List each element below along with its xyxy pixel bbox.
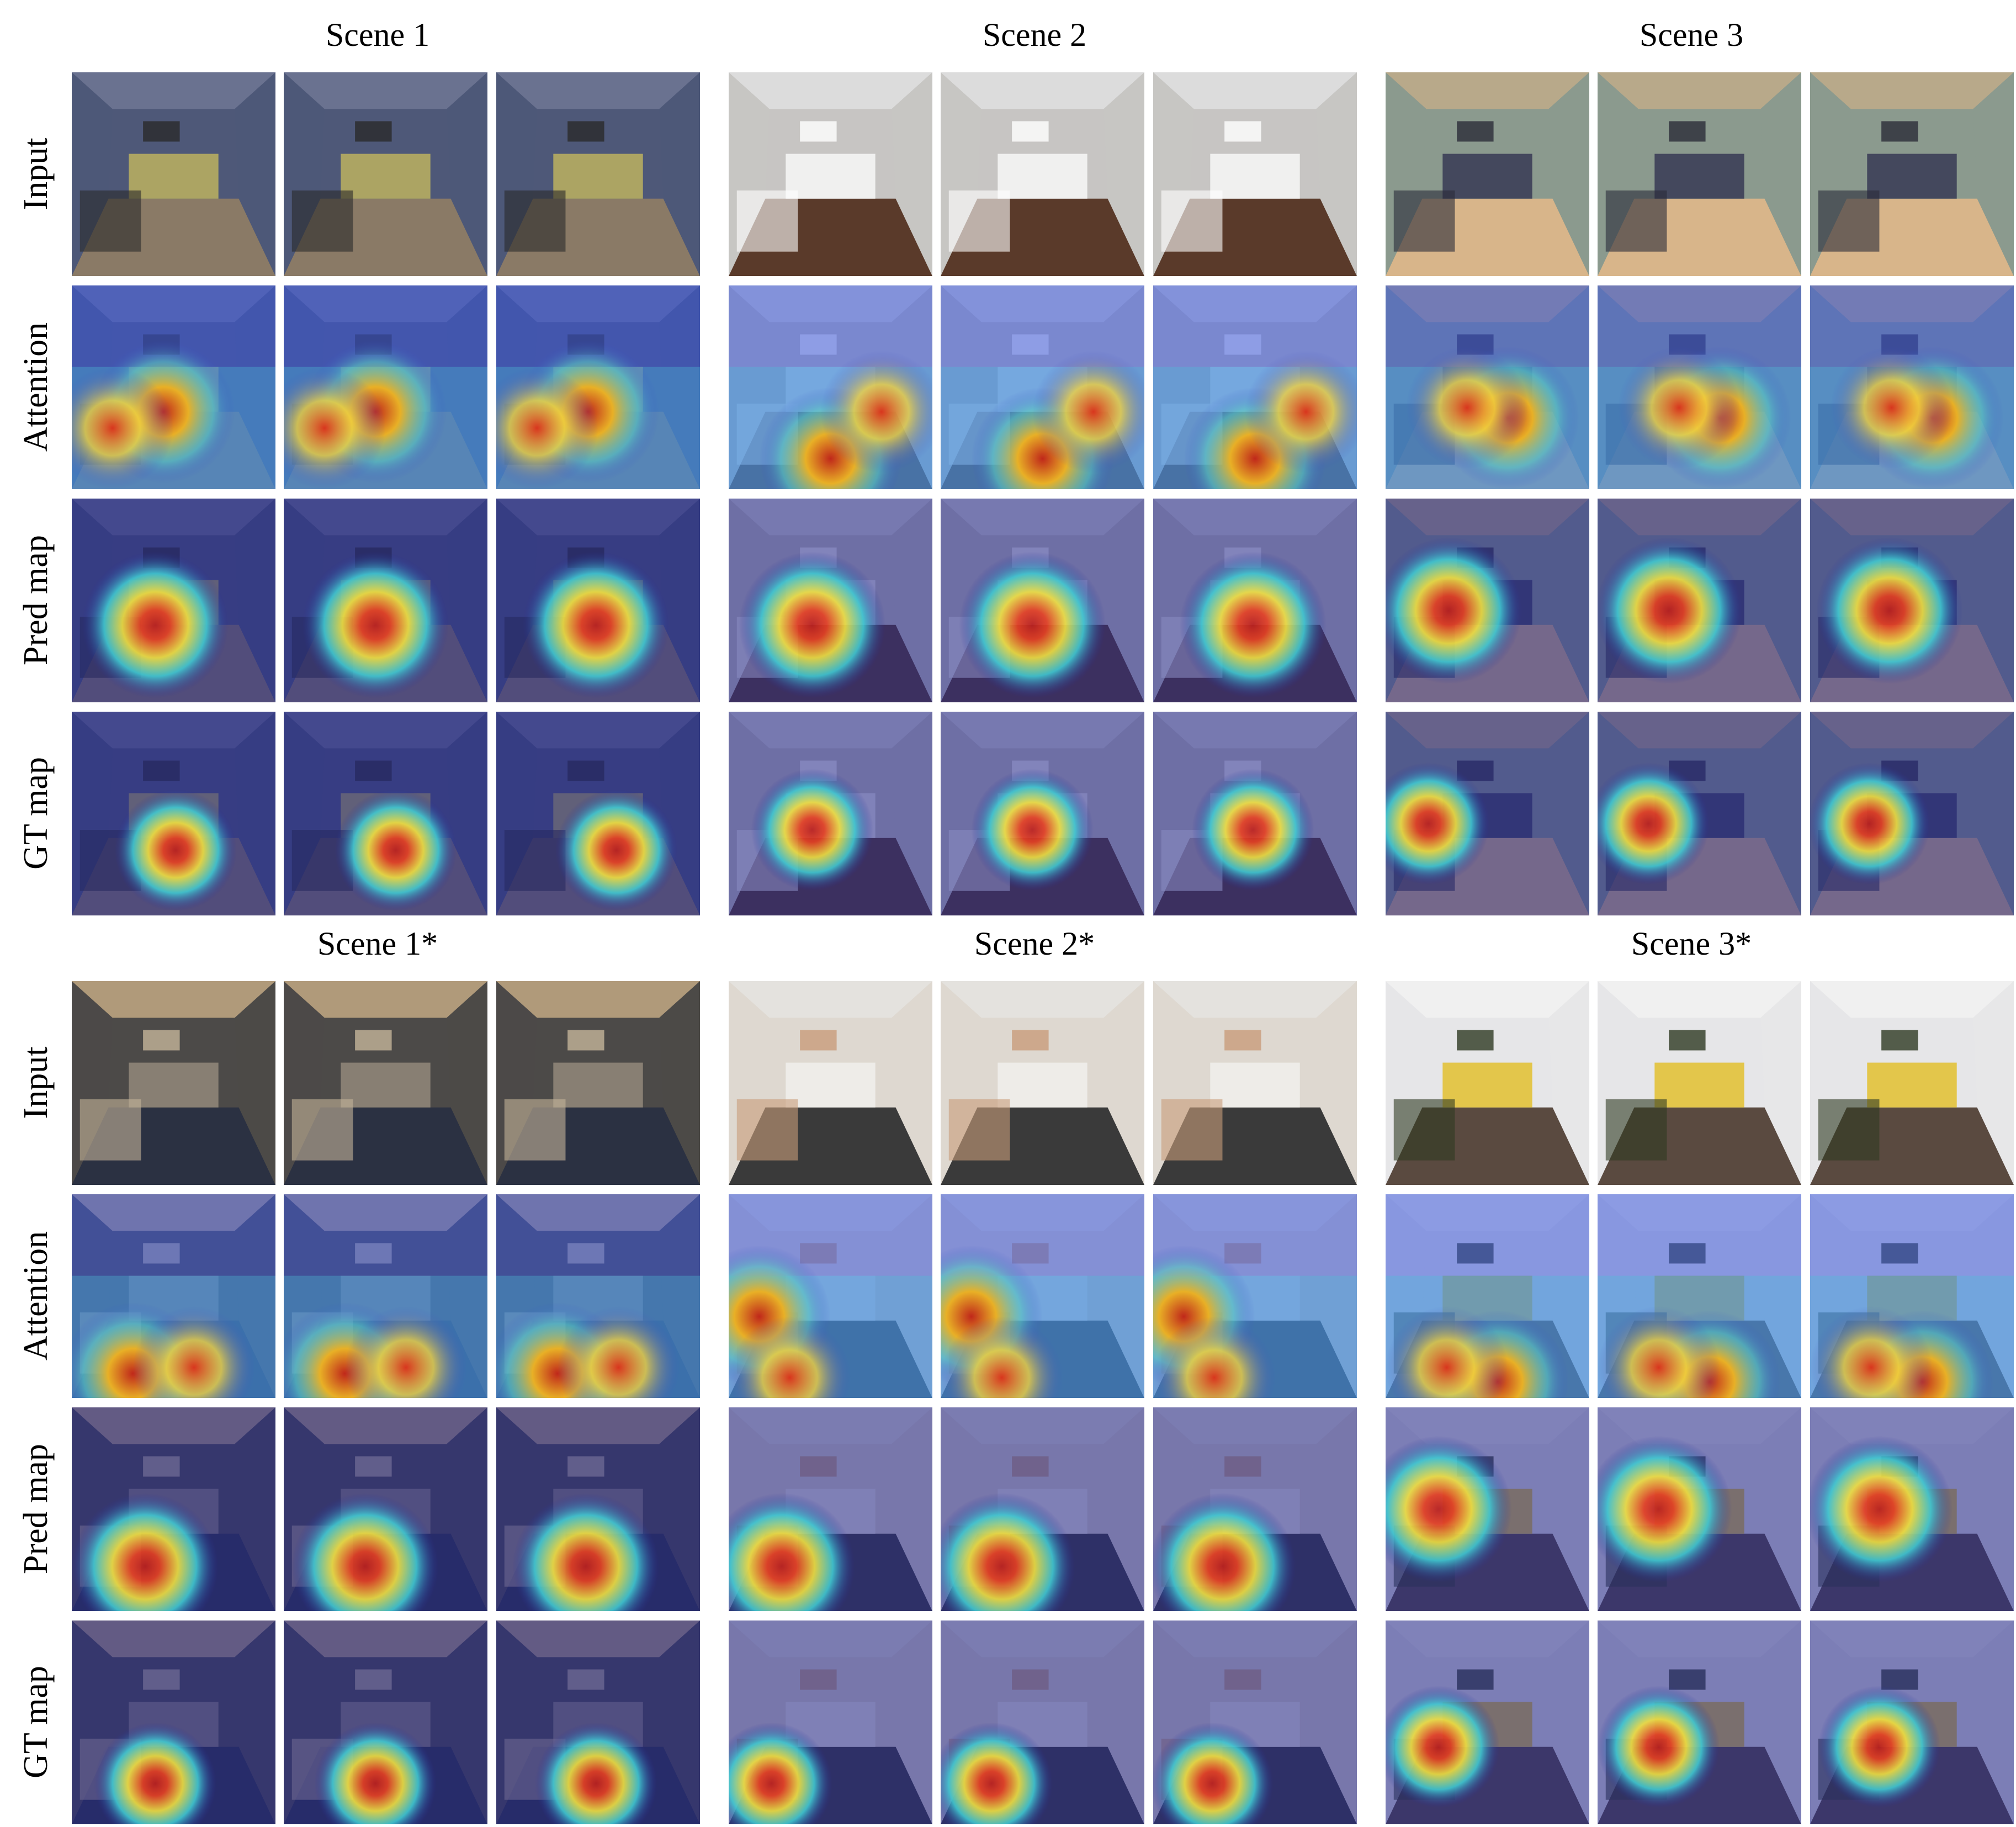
image-tile-pred xyxy=(496,1407,700,1611)
image-tile-attention xyxy=(284,285,487,489)
image-tile-pred xyxy=(729,499,932,702)
scene-title: Scene 1* xyxy=(317,925,438,962)
image-tile-pred xyxy=(496,499,700,702)
image-tile-pred xyxy=(72,499,275,702)
row-label: Attention xyxy=(17,1231,55,1361)
image-tile-gt xyxy=(1153,712,1357,915)
image-tile-attention xyxy=(1153,285,1357,489)
row-label: Input xyxy=(17,1046,55,1119)
image-tile-input xyxy=(1153,981,1357,1185)
image-tile-pred xyxy=(72,1407,275,1611)
scene-title: Scene 3 xyxy=(1639,17,1744,53)
row-label: Input xyxy=(17,137,55,210)
image-tile-gt xyxy=(284,712,487,915)
image-tile-attention xyxy=(72,1194,275,1398)
image-tile-input xyxy=(496,72,700,276)
image-tile-input xyxy=(284,981,487,1185)
image-tile-pred xyxy=(1386,499,1589,702)
image-tile-input xyxy=(1810,981,2014,1185)
image-tile-attention xyxy=(1598,285,1801,489)
row-label: Pred map xyxy=(17,1444,55,1574)
image-tile-gt xyxy=(1386,1621,1589,1824)
image-tile-attention xyxy=(1386,1194,1589,1398)
image-tile-gt xyxy=(1386,712,1589,915)
image-tile-gt xyxy=(496,712,700,915)
image-tile-input xyxy=(729,72,932,276)
image-tile-input xyxy=(1810,72,2014,276)
image-tile-gt xyxy=(496,1621,700,1824)
image-tile-gt xyxy=(729,712,932,915)
scene-title: Scene 2* xyxy=(974,925,1095,962)
image-tile-gt xyxy=(941,1621,1144,1824)
image-tile-attention xyxy=(1386,285,1589,489)
image-tile-input xyxy=(1598,72,1801,276)
image-tile-input xyxy=(1386,981,1589,1185)
image-tile-attention xyxy=(1810,1194,2014,1398)
image-tile-attention xyxy=(941,285,1144,489)
image-tile-gt xyxy=(1153,1621,1357,1824)
scene-title: Scene 1 xyxy=(325,17,430,53)
image-tile-attention xyxy=(941,1194,1144,1398)
image-tile-input xyxy=(72,981,275,1185)
image-tile-pred xyxy=(1810,1407,2014,1611)
image-tile-input xyxy=(1598,981,1801,1185)
row-label: Pred map xyxy=(17,535,55,665)
image-tile-attention xyxy=(72,285,275,489)
image-tile-gt xyxy=(729,1621,932,1824)
image-tile-pred xyxy=(1598,1407,1801,1611)
image-tile-pred xyxy=(284,499,487,702)
image-tile-attention xyxy=(1810,285,2014,489)
row-label: GT map xyxy=(17,1666,55,1778)
image-tile-gt xyxy=(72,712,275,915)
image-tile-attention xyxy=(729,1194,932,1398)
image-tile-gt xyxy=(284,1621,487,1824)
image-tile-gt xyxy=(1810,1621,2014,1824)
image-tile-input xyxy=(941,72,1144,276)
scene-title: Scene 3* xyxy=(1631,925,1752,962)
image-tile-attention xyxy=(496,1194,700,1398)
image-tile-input xyxy=(72,72,275,276)
image-tile-input xyxy=(496,981,700,1185)
image-tile-attention xyxy=(1153,1194,1357,1398)
image-tile-pred xyxy=(1598,499,1801,702)
image-tile-gt xyxy=(1810,712,2014,915)
image-tile-attention xyxy=(496,285,700,489)
scene-title: Scene 2 xyxy=(982,17,1087,53)
image-tile-input xyxy=(941,981,1144,1185)
image-tile-input xyxy=(729,981,932,1185)
image-tile-gt xyxy=(72,1621,275,1824)
image-tile-attention xyxy=(729,285,932,489)
image-tile-pred xyxy=(941,1407,1144,1611)
image-tile-pred xyxy=(1153,1407,1357,1611)
image-tile-pred xyxy=(729,1407,932,1611)
image-tile-pred xyxy=(1153,499,1357,702)
row-label: GT map xyxy=(17,757,55,870)
image-tile-input xyxy=(1386,72,1589,276)
image-tile-gt xyxy=(1598,712,1801,915)
image-tile-pred xyxy=(1386,1407,1589,1611)
image-tile-attention xyxy=(1598,1194,1801,1398)
image-tile-input xyxy=(1153,72,1357,276)
image-tile-pred xyxy=(1810,499,2014,702)
image-tile-gt xyxy=(1598,1621,1801,1824)
row-label: Attention xyxy=(17,322,55,452)
image-tile-pred xyxy=(941,499,1144,702)
image-tile-pred xyxy=(284,1407,487,1611)
image-tile-attention xyxy=(284,1194,487,1398)
image-tile-gt xyxy=(941,712,1144,915)
image-tile-input xyxy=(284,72,487,276)
